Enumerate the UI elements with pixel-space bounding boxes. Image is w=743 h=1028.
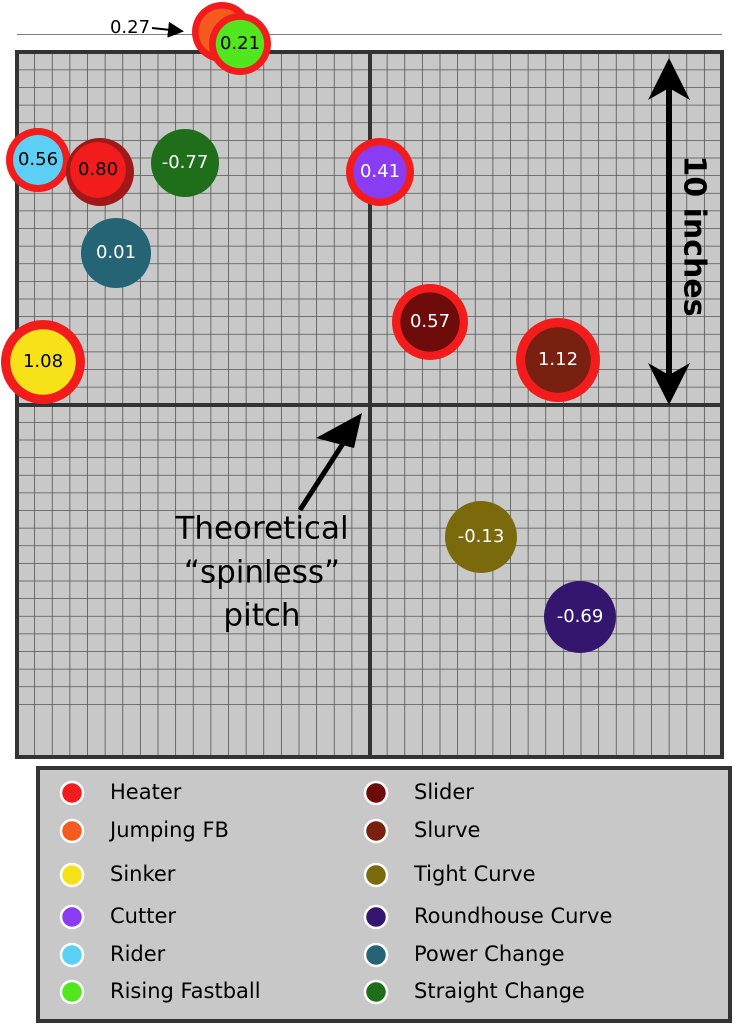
legend-label: Tight Curve	[413, 862, 536, 886]
legend-label: Straight Change	[414, 979, 585, 1003]
bubble	[215, 19, 265, 69]
bubble	[70, 142, 126, 198]
bubble	[151, 129, 219, 197]
legend-label: Rising Fastball	[110, 979, 261, 1003]
bubble-label: 0.56	[18, 149, 58, 170]
bubble	[13, 135, 63, 185]
bubble-label: 0.41	[360, 161, 400, 182]
bubble	[544, 581, 616, 653]
bubble	[525, 327, 591, 393]
bubble-label: 0.21	[220, 33, 260, 54]
legend-marker	[363, 780, 389, 806]
bubble-label: 0.01	[96, 242, 136, 263]
bubble-label: 0.57	[410, 311, 450, 332]
callout-arrow	[151, 21, 184, 38]
bubble	[10, 329, 76, 395]
legend: Heater Jumping FB Sinker Cutter Rider Rising …	[59, 780, 612, 1005]
legend-label: Rider	[110, 942, 166, 966]
legend-marker	[363, 862, 389, 888]
bubble-label: 0.80	[78, 159, 118, 180]
legend-marker	[59, 979, 85, 1005]
legend-label: Power Change	[414, 942, 565, 966]
bubble-label: 1.12	[538, 349, 578, 370]
legend-label: Cutter	[110, 904, 176, 928]
origin-arrowhead	[316, 413, 362, 448]
scale-arrow-up	[648, 58, 690, 100]
origin-label: pitch	[223, 598, 300, 634]
legend-label: Slurve	[414, 818, 480, 842]
bubble-label: -0.69	[557, 606, 604, 627]
legend-label: Jumping FB	[108, 818, 229, 842]
bubble	[400, 292, 460, 352]
bubble	[353, 145, 407, 199]
legend-marker	[59, 862, 85, 888]
bubble-label: 1.08	[23, 351, 63, 372]
bubble-label: -0.77	[162, 152, 209, 173]
legend-label: Slider	[414, 780, 474, 804]
legend-marker	[59, 904, 85, 930]
legend-marker	[363, 904, 389, 930]
legend-box	[36, 766, 732, 1023]
bubble-label: -0.13	[458, 526, 505, 547]
legend-marker	[59, 780, 85, 806]
legend-marker	[59, 818, 85, 844]
scale-arrow-down	[648, 363, 690, 405]
bubble	[445, 501, 517, 573]
legend-marker	[363, 979, 389, 1005]
legend-label: Roundhouse Curve	[414, 904, 612, 928]
legend-label: Sinker	[110, 862, 176, 886]
bubble	[81, 218, 151, 288]
legend-marker	[363, 818, 389, 844]
bubble-label: 0.27	[110, 17, 150, 38]
legend-marker	[363, 942, 389, 968]
origin-label: “spinless”	[184, 555, 340, 591]
scale-label: 10 inches	[677, 155, 712, 316]
origin-label: Theoretical	[174, 511, 348, 547]
bubbles: 0.27 0.21 0.56 0.80 -0.77 0.41 0.01 0.57 1.12 1.0…	[1, 2, 616, 653]
legend-label: Heater	[110, 780, 182, 804]
legend-marker	[59, 942, 85, 968]
